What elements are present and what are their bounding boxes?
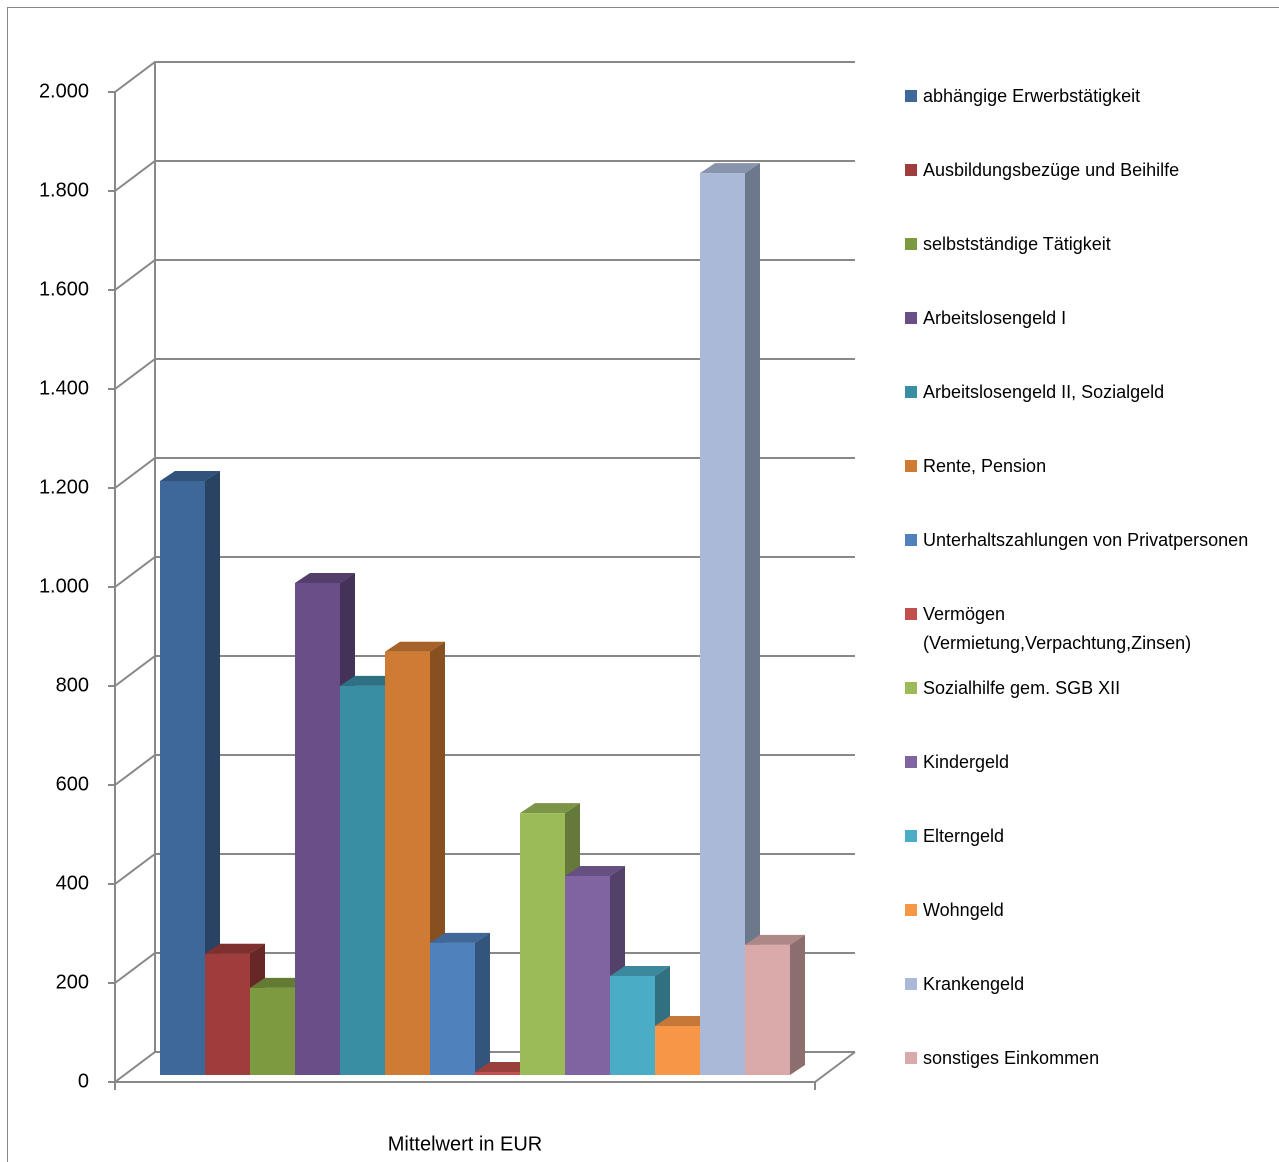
bar-top xyxy=(610,966,670,976)
legend-label: Kindergeld xyxy=(923,752,1010,772)
legend-label: Wohngeld xyxy=(923,900,1004,920)
bar-top-shade xyxy=(385,641,445,652)
grid-line xyxy=(114,61,855,93)
legend-swatch xyxy=(905,1052,917,1064)
bar xyxy=(475,1072,520,1075)
bar xyxy=(160,481,205,1075)
legend-label: Arbeitslosengeld I xyxy=(923,308,1067,328)
y-tick-label: 1.400 xyxy=(39,377,89,399)
bar-side-shade xyxy=(790,934,805,1075)
grid-line xyxy=(114,259,855,291)
legend-label: Unterhaltszahlungen von Privatpersonen xyxy=(923,530,1249,550)
bar-top xyxy=(700,163,760,174)
bar xyxy=(295,582,340,1075)
legend-swatch xyxy=(905,534,917,546)
bar-top xyxy=(745,934,805,945)
bar xyxy=(205,953,250,1075)
bar xyxy=(610,976,655,1075)
legend-label: Rente, Pension xyxy=(923,456,1047,476)
legend-label: Krankengeld xyxy=(923,974,1025,994)
bar xyxy=(700,173,745,1076)
legend-label: Arbeitslosengeld II, Sozialgeld xyxy=(923,382,1165,402)
y-tick-label: 400 xyxy=(56,872,89,894)
grid-line xyxy=(114,160,855,192)
bar-side xyxy=(745,163,760,1076)
legend-swatch xyxy=(905,90,917,102)
bar-side xyxy=(790,934,805,1075)
grid-line xyxy=(114,556,855,588)
legend-swatch xyxy=(905,978,917,990)
bar xyxy=(520,813,565,1075)
bar-top-shade xyxy=(565,866,625,877)
y-tick-label: 2.000 xyxy=(39,80,89,102)
bar-top xyxy=(565,866,625,877)
legend-swatch xyxy=(905,904,917,916)
bar xyxy=(385,651,430,1075)
grid-line xyxy=(114,457,855,489)
bar-side-shade xyxy=(475,932,490,1075)
grid-line xyxy=(114,754,855,786)
grid-line xyxy=(114,853,855,885)
bar xyxy=(250,987,295,1075)
legend-label: Vermögen (Vermietung,Verpachtung,Zinsen) xyxy=(923,604,1192,653)
legend-label: sonstiges Einkommen xyxy=(923,1048,1100,1068)
legend-label: Elterngeld xyxy=(923,826,1005,846)
bar-top-shade xyxy=(700,163,760,174)
legend-swatch xyxy=(905,312,917,324)
bar xyxy=(655,1025,700,1075)
bar-top-shade xyxy=(430,932,490,943)
x-tick-label: Mittelwert in EUR xyxy=(388,1133,542,1155)
legend-swatch xyxy=(905,682,917,694)
bar-top xyxy=(205,943,265,954)
legend-swatch xyxy=(905,386,917,398)
bar xyxy=(745,944,790,1075)
chart-frame xyxy=(7,7,1279,1162)
legend-swatch xyxy=(905,756,917,768)
legend-label: selbstständige Tätigkeit xyxy=(923,234,1111,254)
bar-top xyxy=(385,641,445,652)
legend-label: Ausbildungsbezüge und Beihilfe xyxy=(923,160,1180,180)
legend-swatch xyxy=(905,830,917,842)
y-tick-label: 800 xyxy=(56,674,89,696)
bar-top xyxy=(295,572,355,583)
y-tick-label: 1.800 xyxy=(39,179,89,201)
grid-line xyxy=(114,358,855,390)
bar-top xyxy=(430,932,490,943)
bar-top-shade xyxy=(160,471,220,481)
y-tick-label: 1.000 xyxy=(39,575,89,597)
bar-top xyxy=(160,471,220,481)
legend-label: abhängige Erwerbstätigkeit xyxy=(923,86,1141,106)
legend-label: Sozialhilfe gem. SGB XII xyxy=(923,678,1121,698)
legend-swatch xyxy=(905,238,917,250)
y-tick-label: 0 xyxy=(78,1070,89,1092)
bar xyxy=(565,876,610,1075)
bar-top xyxy=(520,803,580,814)
bar-side xyxy=(475,932,490,1075)
bar-side-shade xyxy=(205,471,220,1075)
bar-top-shade xyxy=(205,943,265,954)
legend-swatch xyxy=(905,608,917,620)
y-tick-label: 200 xyxy=(56,971,89,993)
bar-side-shade xyxy=(745,163,760,1076)
bar xyxy=(340,685,385,1075)
bar-top-shade xyxy=(745,934,805,945)
bar-side xyxy=(205,471,220,1075)
bar-top-shade xyxy=(520,803,580,814)
legend-swatch xyxy=(905,164,917,176)
grid-line xyxy=(114,655,855,687)
y-tick-label: 600 xyxy=(56,773,89,795)
legend-swatch xyxy=(905,460,917,472)
bar xyxy=(430,942,475,1075)
bar-top-shade xyxy=(610,966,670,976)
y-tick-label: 1.200 xyxy=(39,476,89,498)
y-tick-label: 1.600 xyxy=(39,278,89,300)
bar-top-shade xyxy=(295,572,355,583)
